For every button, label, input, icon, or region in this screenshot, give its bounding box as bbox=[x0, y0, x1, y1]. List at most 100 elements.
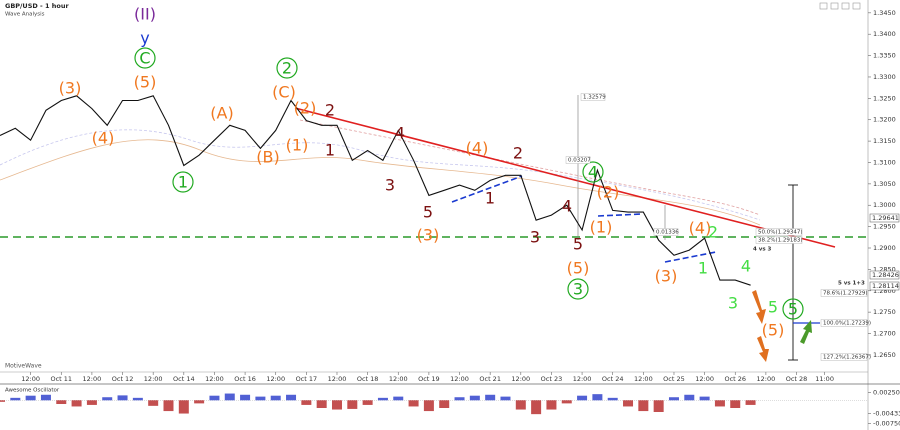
fib-box bbox=[820, 353, 868, 361]
down-arrow bbox=[757, 336, 769, 362]
wave-label: (4) bbox=[689, 219, 712, 238]
wave-label: 1 bbox=[178, 173, 188, 192]
fib-box bbox=[755, 236, 803, 244]
wave-label: (5) bbox=[567, 259, 590, 278]
measure-label: 1.32579 bbox=[583, 95, 606, 101]
oscillator-bar bbox=[71, 400, 82, 407]
fib-label: 50.0%(1.29347) bbox=[758, 230, 803, 236]
x-tick-label: 12:00 bbox=[205, 375, 224, 383]
control-button[interactable] bbox=[830, 2, 839, 10]
wave-label: (5) bbox=[762, 321, 785, 340]
oscillator-bar bbox=[408, 400, 419, 407]
x-tick-label: 12:00 bbox=[83, 375, 102, 383]
wave-label: (1) bbox=[286, 136, 309, 155]
wave-label: 5 bbox=[573, 235, 583, 254]
moving-average bbox=[0, 129, 761, 221]
oscillator-bar bbox=[224, 393, 235, 401]
x-tick-label: 12:00 bbox=[21, 375, 40, 383]
channel-line bbox=[451, 175, 523, 203]
note: 5 vs 1+3 bbox=[838, 281, 865, 287]
oscillator-bar bbox=[102, 397, 113, 401]
price-label: 1.28426 bbox=[872, 271, 899, 279]
indicator-title: Awesome Oscillator bbox=[5, 388, 60, 394]
y-tick-label: 1.3400 bbox=[873, 30, 896, 38]
wave-label: (1) bbox=[590, 218, 613, 237]
x-tick-label: Oct 24 bbox=[602, 375, 624, 383]
oscillator-bar bbox=[270, 395, 281, 401]
x-tick-label: 12:00 bbox=[573, 375, 592, 383]
x-tick-label: Oct 17 bbox=[296, 375, 318, 383]
wave-label: (4) bbox=[466, 139, 489, 158]
price-label: 1.28114 bbox=[872, 282, 899, 290]
fib-label: 78.6%(1.27929) bbox=[823, 291, 868, 297]
x-tick-label: Oct 14 bbox=[173, 375, 195, 383]
x-tick-label: Oct 26 bbox=[724, 375, 746, 383]
y-tick-label: 1.3150 bbox=[873, 137, 896, 145]
wave-label: 3 bbox=[385, 176, 395, 195]
y-tick-label: 1.2650 bbox=[873, 351, 896, 359]
oscillator-bar bbox=[240, 394, 251, 401]
oscillator-bar bbox=[286, 394, 297, 401]
measure-box bbox=[580, 93, 606, 101]
wave-circle bbox=[134, 47, 156, 69]
oscillator-bar bbox=[561, 400, 572, 404]
oscillator-bar bbox=[500, 396, 511, 401]
oscillator-bar bbox=[40, 394, 51, 401]
oscillator-bar bbox=[653, 400, 664, 412]
oscillator-bar bbox=[132, 397, 143, 401]
wave-label: 3 bbox=[530, 228, 540, 247]
y-tick-label: 1.3100 bbox=[873, 158, 896, 166]
wave-circle bbox=[172, 171, 194, 193]
wave-label: 2 bbox=[325, 101, 335, 120]
wave-label: (3) bbox=[59, 79, 82, 98]
oscillator-bar bbox=[607, 397, 618, 401]
oscillator-bar bbox=[638, 400, 649, 412]
oscillator-bar bbox=[377, 397, 388, 401]
oscillator-bar bbox=[148, 400, 159, 406]
wave-label: (A) bbox=[210, 104, 233, 123]
wave-label: (2) bbox=[597, 183, 620, 202]
wave-label: 1 bbox=[485, 189, 495, 208]
control-button[interactable] bbox=[852, 2, 861, 10]
oscillator-bar bbox=[301, 400, 312, 405]
oscillator-bar bbox=[86, 400, 97, 405]
control-button[interactable] bbox=[819, 2, 828, 10]
oscillator-bar bbox=[362, 400, 373, 405]
wave-label: (3) bbox=[417, 226, 440, 245]
fib-box bbox=[820, 289, 868, 297]
oscillator-bar bbox=[577, 395, 588, 401]
oscillator-bar bbox=[668, 397, 679, 401]
oscillator-bar bbox=[209, 395, 220, 401]
oscillator-bar bbox=[623, 400, 634, 407]
x-tick-label: Oct 16 bbox=[234, 375, 256, 383]
oscillator-bar bbox=[454, 397, 465, 401]
wave-circle bbox=[582, 161, 604, 183]
y-tick-label: 1.2950 bbox=[873, 223, 896, 231]
oscillator-bar bbox=[393, 396, 404, 401]
wave-label: 1 bbox=[325, 141, 335, 160]
wave-label: 4 bbox=[741, 257, 751, 276]
x-tick-label: 12:00 bbox=[757, 375, 776, 383]
y-tick-label: 1.2800 bbox=[873, 287, 896, 295]
fib-label: 127.2%(1.26367) bbox=[823, 355, 871, 361]
oscillator-bar bbox=[684, 394, 695, 401]
fib-box bbox=[755, 228, 803, 236]
control-button[interactable] bbox=[841, 2, 850, 10]
oscillator-bar bbox=[316, 400, 327, 408]
y-tick-label: 1.3200 bbox=[873, 116, 896, 124]
oscillator-bar bbox=[745, 400, 756, 405]
y-tick-label: -0.00750 bbox=[873, 419, 900, 427]
measure-label: 0.01336 bbox=[656, 230, 679, 236]
wave-circle bbox=[276, 57, 298, 79]
trend-line bbox=[294, 107, 836, 248]
wave-label: (3) bbox=[655, 267, 678, 286]
oscillator-bar bbox=[592, 394, 603, 401]
x-tick-label: 12:00 bbox=[266, 375, 285, 383]
fib-label: 100.0%(1.27239) bbox=[823, 321, 871, 327]
wave-label: (B) bbox=[256, 148, 279, 167]
note: 4 vs 3 bbox=[753, 247, 772, 253]
y-tick-label: 1.3450 bbox=[873, 9, 896, 17]
chart-subtitle: Wave Analysis bbox=[5, 12, 45, 18]
x-tick-label: 12:00 bbox=[634, 375, 653, 383]
wave-label: 4 bbox=[395, 124, 405, 143]
